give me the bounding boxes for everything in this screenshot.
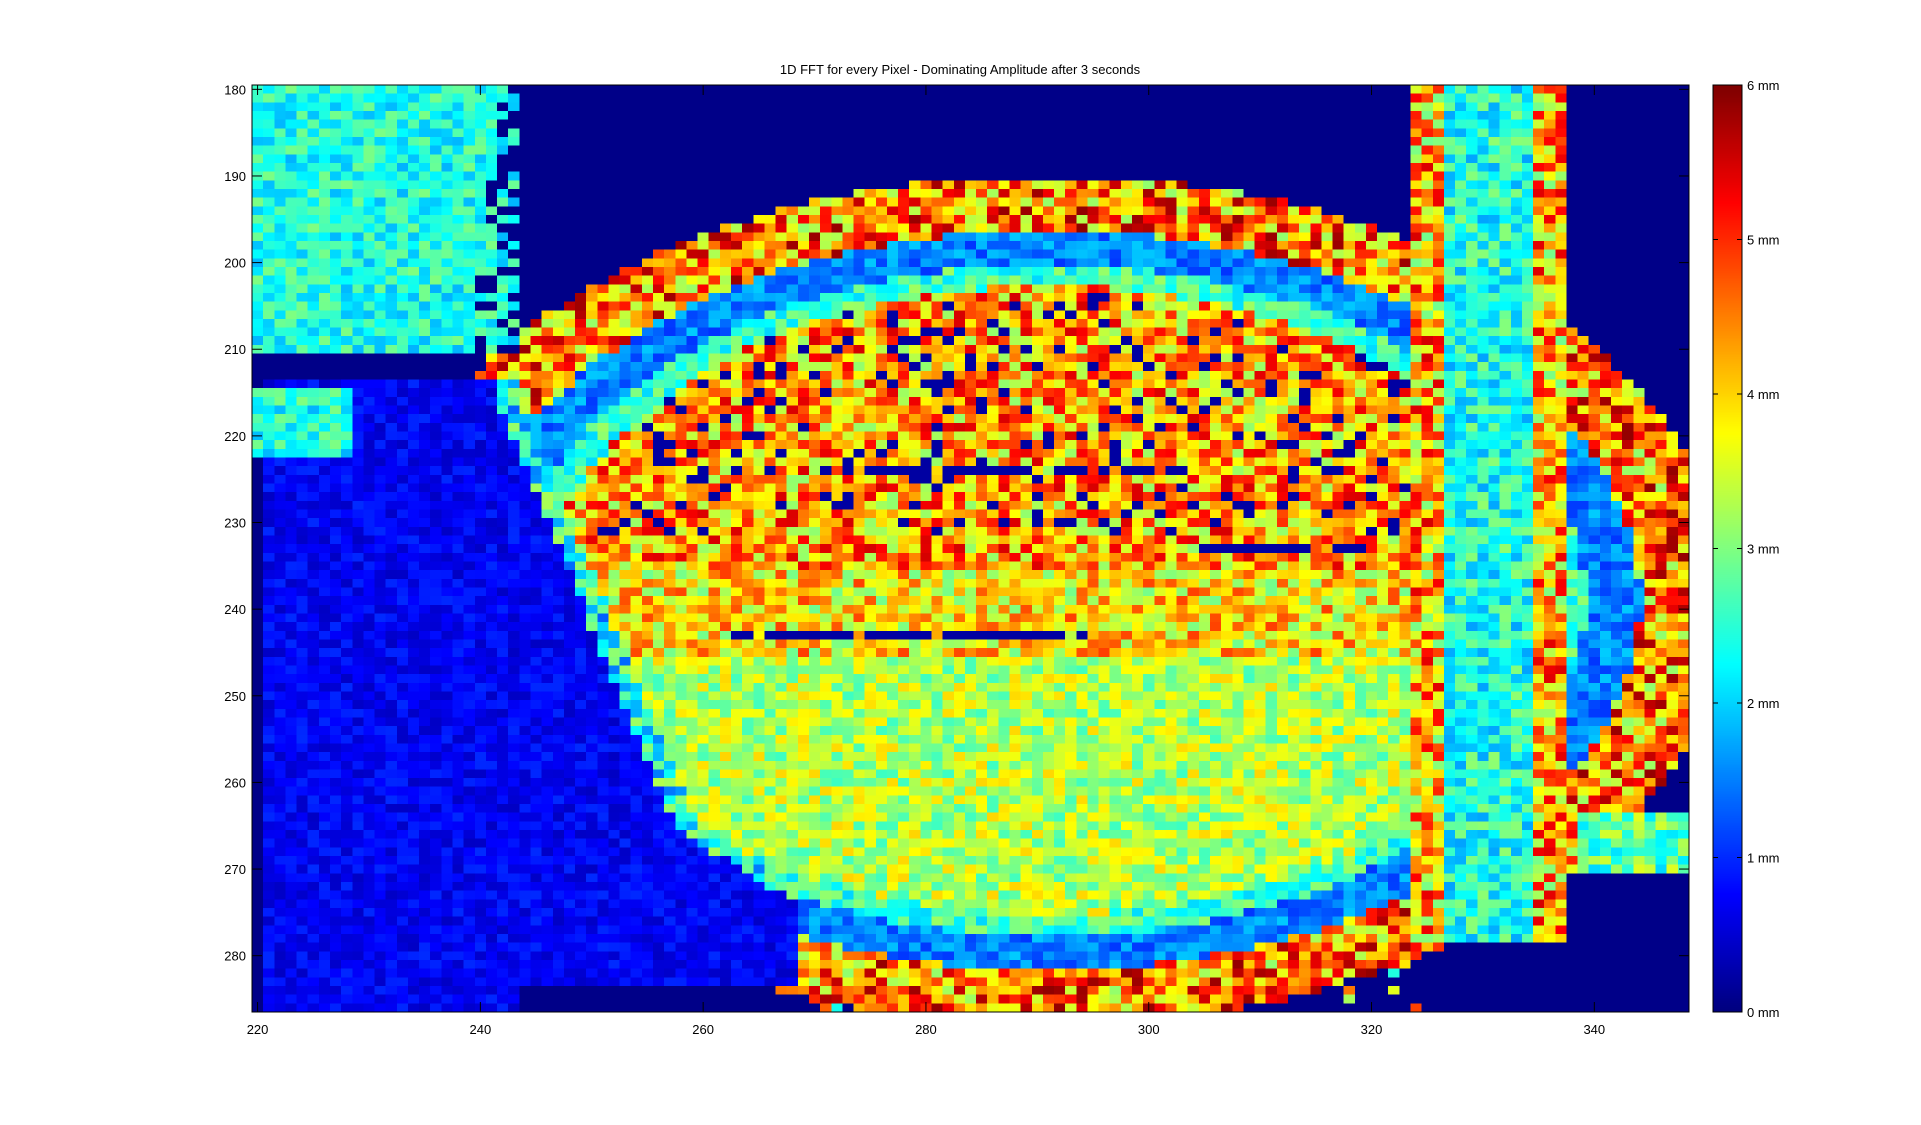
colorbar-ticks: 0 mm 1 mm 2 mm 3 mm 4 mm 5 mm 6 mm	[1713, 78, 1780, 1020]
colorbar-tick-label: 4 mm	[1747, 387, 1780, 402]
x-tick-label: 340	[1583, 1022, 1605, 1037]
y-tick-label: 190	[224, 169, 246, 184]
y-axis: 180 190 200 210 220 230 240 250 260 270 280	[224, 82, 1689, 964]
colorbar-tick-label: 0 mm	[1747, 1005, 1780, 1020]
x-tick-label: 320	[1361, 1022, 1383, 1037]
y-tick-label: 220	[224, 429, 246, 444]
y-tick-label: 270	[224, 862, 246, 877]
y-tick-label: 230	[224, 516, 246, 531]
y-tick-label: 210	[224, 342, 246, 357]
y-tick-label: 260	[224, 775, 246, 790]
colorbar-tick-label: 5 mm	[1747, 233, 1780, 248]
y-tick-label: 180	[224, 82, 246, 97]
plot-frame	[251, 84, 1690, 1013]
x-tick-label: 220	[247, 1022, 269, 1037]
heatmap	[252, 85, 1689, 1012]
y-tick-label: 280	[224, 949, 246, 964]
y-tick-label: 250	[224, 689, 246, 704]
colorbar-tick-label: 1 mm	[1747, 851, 1780, 866]
x-tick-label: 300	[1138, 1022, 1160, 1037]
x-tick-label: 240	[470, 1022, 492, 1037]
colorbar: 0 mm 1 mm 2 mm 3 mm 4 mm 5 mm 6 mm	[1712, 78, 1780, 1020]
heatmap-cells	[252, 85, 1689, 1012]
x-tick-label: 260	[692, 1022, 714, 1037]
colorbar-tick-label: 6 mm	[1747, 78, 1780, 93]
colorbar-tick-label: 3 mm	[1747, 542, 1780, 557]
colorbar-tick-label: 2 mm	[1747, 696, 1780, 711]
x-axis: 220 240 260 280 300 320 340	[247, 85, 1605, 1037]
x-tick-label: 280	[915, 1022, 937, 1037]
y-tick-label: 200	[224, 256, 246, 271]
y-tick-label: 240	[224, 602, 246, 617]
chart-title: 1D FFT for every Pixel - Dominating Ampl…	[780, 62, 1141, 77]
